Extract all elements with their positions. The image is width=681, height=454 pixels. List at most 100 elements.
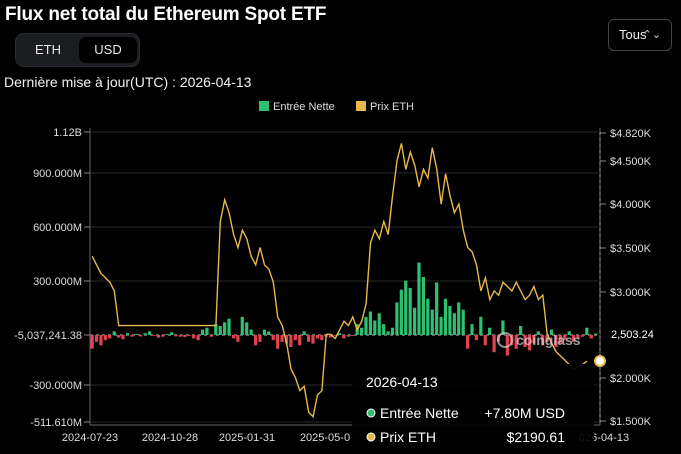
flow-bar bbox=[240, 316, 244, 335]
flow-bar bbox=[567, 331, 571, 335]
y-right-tick-label: $3.000K bbox=[610, 287, 652, 299]
flow-bar bbox=[209, 335, 213, 337]
flow-bar bbox=[139, 335, 143, 337]
toggle-usd-button[interactable]: USD bbox=[79, 37, 137, 63]
flow-bar bbox=[311, 335, 315, 344]
flow-bar bbox=[563, 335, 567, 341]
flow-bar bbox=[249, 329, 253, 335]
flow-bar bbox=[536, 331, 540, 335]
flow-bar bbox=[527, 335, 532, 351]
y-right-tick-label: $3.500K bbox=[610, 243, 652, 255]
y-right-tick-label: $4.500K bbox=[610, 156, 652, 168]
tooltip-price-dot bbox=[366, 432, 376, 442]
flow-bar bbox=[94, 335, 99, 342]
legend-swatch-price bbox=[356, 101, 366, 111]
flow-bar bbox=[483, 335, 487, 346]
last-updated-text: Dernière mise à jour(UTC) : 2026-04-13 bbox=[4, 74, 252, 90]
x-tick-label: 2025-05-0 bbox=[300, 432, 350, 444]
flow-bar bbox=[558, 335, 562, 344]
y-axis-right: $4.820K $4.500K $4.000K $3.500K $3.000K $2.00… bbox=[599, 128, 652, 428]
flow-bar bbox=[280, 335, 284, 342]
flow-bar bbox=[108, 335, 112, 339]
flow-bar bbox=[223, 322, 227, 335]
flow-bar bbox=[585, 327, 589, 335]
flow-bar bbox=[399, 289, 403, 335]
flow-bar bbox=[386, 331, 390, 335]
flow-bar bbox=[359, 327, 364, 335]
flow-bar bbox=[333, 335, 337, 336]
flow-bar bbox=[267, 331, 271, 335]
flow-bar bbox=[430, 309, 434, 335]
tooltip-inflow-label: Entrée Nette bbox=[380, 405, 459, 421]
flow-bar bbox=[514, 335, 518, 349]
time-range-label: Tous bbox=[619, 27, 647, 42]
flow-bar bbox=[545, 335, 549, 342]
flow-bar bbox=[368, 311, 373, 335]
flow-bar bbox=[152, 335, 156, 336]
legend-label-inflow[interactable]: Entrée Nette bbox=[273, 101, 335, 113]
coinglass-watermark: coinglass bbox=[497, 332, 581, 348]
flow-bar bbox=[174, 335, 178, 337]
y-left-tick-label: 1.12B bbox=[53, 127, 82, 139]
toggle-eth-button[interactable]: ETH bbox=[35, 42, 61, 57]
flow-bar bbox=[474, 335, 479, 341]
price-line-path bbox=[91, 143, 588, 419]
flow-bar bbox=[147, 331, 152, 335]
flow-bar bbox=[156, 335, 160, 338]
y-left-tick-label: 300.000M bbox=[33, 276, 82, 288]
flow-bar bbox=[576, 335, 580, 339]
flow-bar bbox=[488, 327, 492, 335]
flow-bar bbox=[125, 333, 130, 335]
flow-bar bbox=[377, 313, 381, 335]
flow-bar bbox=[161, 335, 165, 337]
flow-bar bbox=[421, 277, 426, 335]
flow-bar bbox=[143, 333, 147, 335]
y-right-tick-label: $4.820K bbox=[610, 128, 652, 140]
flow-bar bbox=[404, 280, 408, 335]
flow-bar bbox=[501, 320, 505, 335]
flow-bar bbox=[580, 335, 585, 337]
flow-bar bbox=[90, 335, 94, 349]
tooltip-price-value: $2190.61 bbox=[507, 429, 566, 445]
flow-bar bbox=[505, 335, 509, 356]
watermark-text: coinglass bbox=[516, 332, 581, 348]
time-range-select[interactable]: Tous ⌃⌄ bbox=[608, 19, 672, 51]
chart-legend: Entrée Nette Prix ETH bbox=[259, 101, 414, 113]
flow-bar bbox=[112, 331, 116, 335]
flow-bar bbox=[271, 335, 275, 341]
flow-bar bbox=[315, 335, 320, 339]
flow-bar bbox=[99, 335, 103, 346]
price-axis-badge-text: 2,503.24 bbox=[611, 329, 654, 341]
flow-bar bbox=[470, 324, 474, 335]
flow-bar bbox=[549, 329, 554, 335]
flow-bar bbox=[245, 322, 249, 335]
y-left-tick-label: -300.000M bbox=[29, 380, 82, 392]
flow-bar bbox=[289, 335, 293, 348]
flow-bar bbox=[293, 335, 297, 341]
y-left-tick-label: 900.000M bbox=[33, 168, 82, 180]
flow-bar bbox=[134, 334, 138, 335]
y-right-tick-label: $2.000K bbox=[610, 373, 652, 385]
flow-bar bbox=[187, 335, 191, 336]
flow-bar bbox=[298, 335, 302, 346]
flow-bar bbox=[465, 335, 470, 349]
flow-bar bbox=[461, 309, 465, 335]
flow-bar bbox=[408, 287, 412, 335]
flow-bar bbox=[492, 335, 496, 353]
flow-bar bbox=[479, 316, 483, 335]
flow-bar bbox=[178, 335, 183, 337]
flow-bar bbox=[439, 316, 443, 335]
x-tick-label: 2024-10-28 bbox=[142, 432, 198, 444]
flow-bar bbox=[130, 335, 134, 337]
flow-bar bbox=[571, 335, 576, 342]
flow-bar bbox=[364, 316, 368, 335]
coinglass-logo-icon bbox=[497, 332, 513, 348]
y-right-tick-label: $4.000K bbox=[610, 199, 652, 211]
legend-swatch-inflow bbox=[259, 101, 269, 111]
flow-bar bbox=[589, 335, 593, 339]
flow-bar bbox=[262, 329, 266, 335]
tooltip-background bbox=[352, 364, 594, 454]
legend-label-price[interactable]: Prix ETH bbox=[370, 101, 414, 113]
price-hover-dot bbox=[594, 355, 606, 367]
flow-bar bbox=[117, 335, 121, 338]
